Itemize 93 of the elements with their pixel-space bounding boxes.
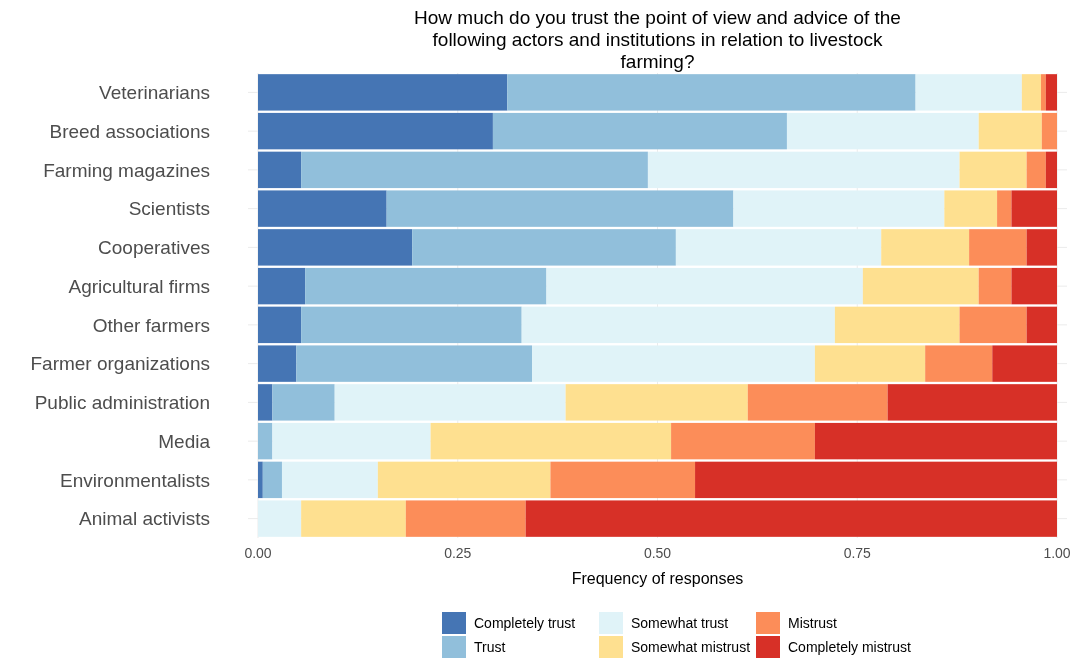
bar: [272, 384, 335, 421]
bar: [550, 461, 696, 499]
bar: [647, 151, 960, 189]
bar: [492, 112, 787, 150]
bar: [1045, 74, 1057, 111]
bar: [978, 267, 1012, 305]
bar: [1041, 112, 1057, 150]
bar: [997, 190, 1012, 227]
bar: [978, 112, 1042, 150]
bar: [532, 345, 815, 382]
bar: [258, 229, 413, 266]
y-tick-label: Animal activists: [79, 508, 210, 530]
bar: [258, 500, 302, 537]
bar: [959, 151, 1027, 189]
bar: [969, 229, 1027, 266]
chart-title: How much do you trust the point of view and advice of the following actors and institutions in relation to livestock farming?: [414, 7, 901, 72]
y-tick-label: Cooperatives: [98, 237, 210, 259]
bar: [412, 229, 676, 266]
bar: [258, 461, 263, 499]
bar: [1021, 74, 1042, 111]
bar: [944, 190, 998, 227]
bar: [386, 190, 734, 227]
bar: [862, 267, 979, 305]
y-tick-label: Farming magazines: [43, 159, 210, 181]
bar: [301, 306, 522, 344]
bar: [1011, 190, 1057, 227]
bar: [258, 345, 297, 382]
bar: [915, 74, 1022, 111]
bar: [281, 461, 378, 499]
bar: [525, 500, 1057, 537]
legend-label: Completely trust: [474, 614, 576, 631]
bar: [1011, 267, 1057, 305]
bar: [334, 384, 566, 421]
bar: [301, 500, 406, 537]
bar: [258, 151, 302, 189]
x-tick-label: 1.00: [1043, 545, 1071, 561]
y-tick-label: Other farmers: [92, 314, 210, 336]
bar: [881, 229, 970, 266]
bar: [272, 422, 431, 460]
bar: [1026, 229, 1057, 266]
bar: [258, 74, 508, 111]
bar: [258, 384, 273, 421]
bar: [296, 345, 533, 382]
y-tick-label: Farmer organizations: [30, 353, 210, 375]
bar: [521, 306, 835, 344]
y-tick-label: Public administration: [34, 392, 210, 414]
bar: [887, 384, 1057, 421]
bar: [747, 384, 888, 421]
y-tick-label: Media: [158, 430, 211, 452]
bar: [258, 190, 387, 227]
bar: [565, 384, 748, 421]
bar: [675, 229, 882, 266]
x-tick-label: 0.25: [444, 545, 472, 561]
bar: [786, 112, 979, 150]
bar: [258, 306, 302, 344]
bar: [305, 267, 547, 305]
bar: [733, 190, 945, 227]
bar: [377, 461, 551, 499]
bar: [959, 306, 1027, 344]
y-tick-label: Scientists: [128, 198, 210, 220]
bar: [925, 345, 993, 382]
bar: [546, 267, 863, 305]
bar: [1026, 306, 1057, 344]
legend-label: Completely mistrust: [788, 638, 912, 655]
legend-label: Mistrust: [788, 614, 838, 631]
bar: [1045, 151, 1057, 189]
bar: [695, 461, 1057, 499]
legend-label: Trust: [474, 638, 506, 655]
x-axis-title: Frequency of responses: [571, 570, 744, 587]
y-tick-label: Environmentalists: [60, 469, 210, 491]
bar: [430, 422, 672, 460]
legend-label: Somewhat mistrust: [631, 638, 751, 655]
y-tick-label: Agricultural firms: [68, 275, 210, 297]
bar: [262, 461, 282, 499]
bar: [992, 345, 1057, 382]
bar: [814, 345, 926, 382]
x-tick-label: 0.75: [843, 545, 872, 561]
bar: [507, 74, 916, 111]
bar: [258, 112, 493, 150]
x-tick-label: 0.50: [643, 545, 672, 561]
bar: [301, 151, 648, 189]
bar: [814, 422, 1057, 460]
bar: [405, 500, 526, 537]
x-tick-label: 0.00: [244, 545, 272, 561]
y-tick-label: Breed associations: [49, 120, 210, 142]
bar: [834, 306, 960, 344]
bar: [1041, 74, 1046, 111]
legend-label: Somewhat trust: [631, 614, 729, 631]
y-tick-label: Veterinarians: [99, 82, 210, 104]
bar: [258, 422, 273, 460]
bar: [258, 267, 306, 305]
bar: [1026, 151, 1046, 189]
bar: [671, 422, 815, 460]
